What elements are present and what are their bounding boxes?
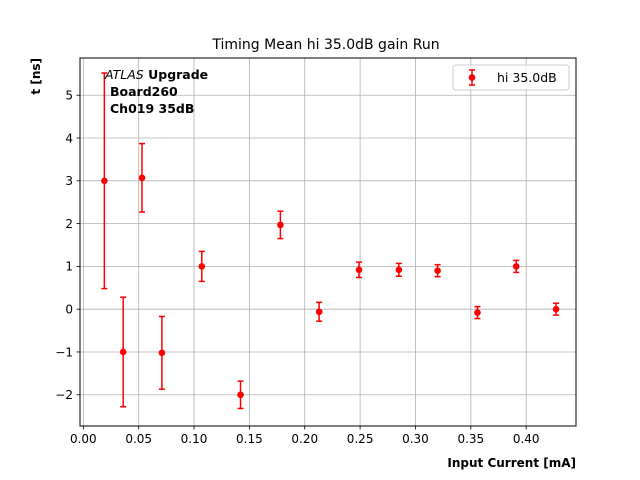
chart-title: Timing Mean hi 35.0dB gain Run — [211, 37, 439, 53]
x-axis-label: Input Current [mA] — [447, 456, 576, 470]
y-tick-label: −2 — [55, 388, 73, 402]
x-tick-label: 0.35 — [457, 432, 484, 446]
legend-marker — [468, 74, 476, 81]
data-points — [101, 72, 560, 410]
y-tick-label: 1 — [65, 260, 73, 274]
x-tick-label: 0.25 — [347, 432, 374, 446]
data-point — [277, 221, 284, 229]
x-tick-label: 0.15 — [236, 432, 263, 446]
y-tick-label: 2 — [65, 217, 73, 231]
x-tick-label: 0.30 — [402, 432, 429, 446]
data-point — [355, 266, 363, 274]
data-point — [552, 305, 560, 313]
x-tick-label: 0.40 — [513, 432, 540, 446]
y-tick-label: 0 — [65, 302, 73, 316]
legend-box — [452, 64, 570, 91]
data-point — [512, 263, 520, 270]
atlas-label: ATLAS Upgrade — [104, 67, 208, 82]
x-tick-label: 0.10 — [181, 432, 208, 446]
data-point — [101, 177, 108, 185]
y-tick-label: 5 — [65, 89, 73, 103]
y-tick-label: 3 — [65, 174, 73, 188]
y-axis-label: t [ns] — [29, 58, 43, 95]
data-point — [198, 263, 206, 270]
data-point — [237, 391, 244, 399]
channel-label: Ch019 35dB — [110, 101, 194, 116]
x-tick-label: 0.05 — [125, 432, 152, 446]
data-point — [315, 308, 323, 316]
x-axis-ticks: 0.00 0.05 0.10 0.15 0.20 0.25 0.30 0.35 0.40 — [70, 426, 540, 446]
y-tick-label: 4 — [65, 131, 73, 145]
x-tick-label: 0.00 — [70, 432, 97, 446]
plot-frame — [79, 57, 577, 427]
data-point — [474, 309, 481, 316]
data-point — [158, 349, 166, 357]
data-point — [119, 348, 127, 356]
data-point — [434, 267, 441, 274]
y-tick-label: −1 — [55, 345, 73, 359]
legend: hi 35.0dB — [452, 64, 570, 91]
data-point — [395, 266, 403, 274]
data-point — [138, 174, 146, 182]
board-label: Board260 — [110, 84, 178, 99]
grid — [80, 58, 576, 426]
y-axis-ticks: −2 −1 0 1 2 3 4 5 — [55, 89, 80, 402]
legend-label: hi 35.0dB — [497, 70, 557, 85]
x-tick-label: 0.20 — [291, 432, 318, 446]
